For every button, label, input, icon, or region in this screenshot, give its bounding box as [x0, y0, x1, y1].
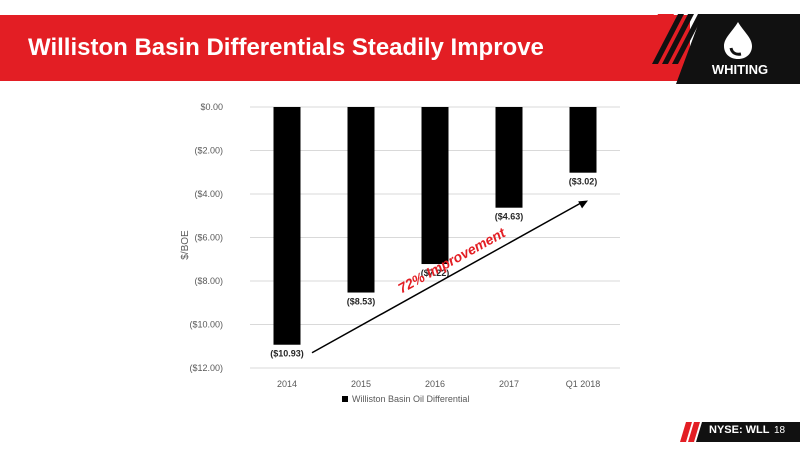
bar [495, 107, 523, 208]
bar [347, 107, 375, 293]
x-tick-label: Q1 2018 [566, 379, 601, 389]
y-tick-label: ($12.00) [189, 363, 223, 373]
y-tick-label: ($2.00) [194, 146, 223, 156]
x-tick-label: 2014 [277, 379, 297, 389]
bar [273, 107, 301, 345]
title-banner [0, 15, 690, 81]
data-label: ($4.63) [495, 212, 524, 222]
slide-title: Williston Basin Differentials Steadily I… [28, 34, 544, 61]
x-tick-label: 2017 [499, 379, 519, 389]
differential-chart: ($10.93) ($8.53) ($7.22) ($4.63) ($3.02) $0.… [170, 95, 630, 415]
bar-chart-svg: ($10.93) ($8.53) ($7.22) ($4.63) ($3.02) $0.… [180, 102, 620, 404]
x-tick-label: 2015 [351, 379, 371, 389]
company-logo: WHITING [640, 8, 800, 88]
data-label: ($10.93) [270, 349, 304, 359]
bar [421, 107, 449, 265]
y-tick-label: ($6.00) [194, 233, 223, 243]
legend-label: Williston Basin Oil Differential [352, 394, 469, 404]
trend-arrow [311, 202, 581, 354]
legend-swatch [342, 396, 348, 402]
logo-stripes [640, 14, 704, 64]
y-axis-title: $/BOE [180, 230, 191, 260]
bar [569, 107, 597, 173]
arrow-head [578, 200, 588, 209]
x-tick-label: 2016 [425, 379, 445, 389]
footer-badge [680, 422, 800, 442]
page-number: 18 [774, 425, 786, 436]
y-tick-label: ($10.00) [189, 320, 223, 330]
y-tick-label: $0.00 [200, 102, 223, 112]
improvement-annotation: 72% Improvement [395, 224, 509, 297]
data-label: ($8.53) [347, 297, 376, 307]
data-label: ($7.22) [421, 268, 450, 278]
data-label: ($3.02) [569, 177, 598, 187]
y-tick-label: ($4.00) [194, 189, 223, 199]
y-tick-label: ($8.00) [194, 276, 223, 286]
ticker-symbol: NYSE: WLL [709, 424, 770, 436]
logo-text: WHITING [712, 62, 768, 77]
